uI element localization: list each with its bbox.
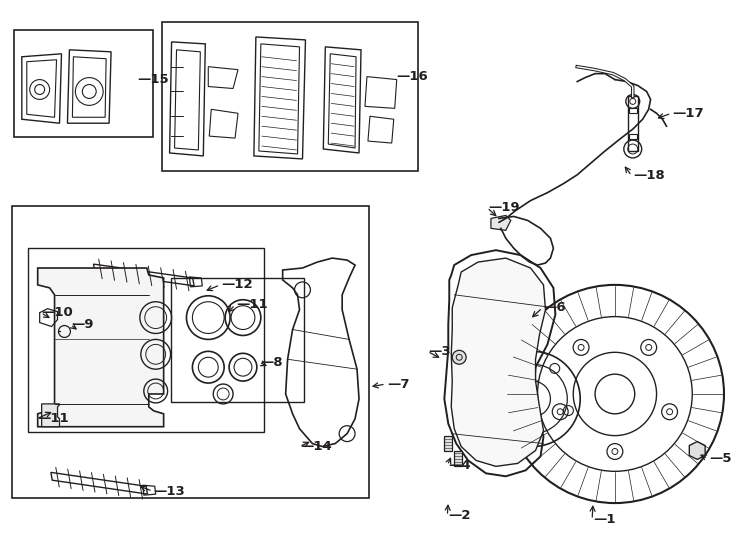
Bar [28, 248, 264, 431]
Text: —4: —4 [448, 459, 471, 472]
Text: —5: —5 [709, 452, 732, 465]
Polygon shape [454, 450, 462, 467]
Text: —15: —15 [137, 73, 169, 86]
Polygon shape [37, 268, 164, 427]
Text: —9: —9 [71, 318, 94, 331]
Text: —14: —14 [300, 440, 333, 453]
Bar [628, 97, 638, 151]
Bar [161, 22, 418, 171]
Polygon shape [451, 258, 545, 467]
Bar [170, 278, 305, 402]
Text: —6: —6 [543, 301, 566, 314]
Text: —16: —16 [396, 70, 429, 83]
Text: —3: —3 [429, 345, 451, 358]
Text: —11: —11 [37, 412, 69, 426]
Text: —8: —8 [260, 356, 283, 369]
Text: —7: —7 [387, 377, 410, 390]
Polygon shape [42, 404, 59, 427]
Polygon shape [491, 215, 511, 231]
Bar [629, 134, 636, 139]
Bar [14, 30, 153, 137]
Text: —11: —11 [236, 298, 268, 311]
Text: —10: —10 [42, 306, 73, 319]
Circle shape [452, 350, 466, 364]
Text: —19: —19 [488, 201, 520, 214]
Polygon shape [689, 442, 705, 460]
Text: —12: —12 [221, 279, 252, 292]
Bar [12, 206, 369, 498]
Text: —13: —13 [153, 485, 186, 498]
Text: —1: —1 [593, 514, 616, 526]
Text: —17: —17 [672, 107, 704, 120]
Bar [629, 109, 636, 113]
Text: —18: —18 [633, 169, 664, 183]
Polygon shape [444, 436, 452, 451]
Text: —2: —2 [448, 509, 470, 523]
